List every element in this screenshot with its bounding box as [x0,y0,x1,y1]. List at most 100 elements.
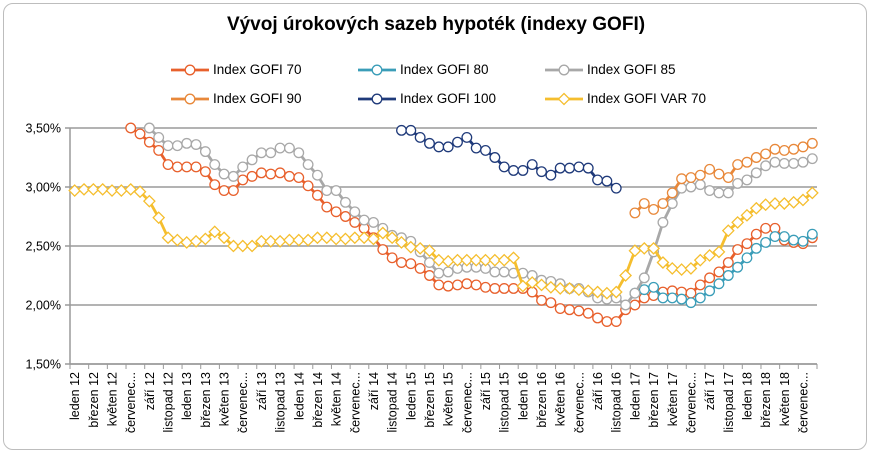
data-point [293,172,305,184]
x-tick-label: listopad 15 [498,372,512,433]
data-point [760,222,772,234]
legend-label: Index GOFI 85 [587,62,676,77]
data-point [676,173,688,185]
data-point [386,252,398,264]
data-point [806,228,818,240]
data-point [760,148,772,160]
data-point [536,166,547,178]
data-point [301,233,315,247]
data-point [358,214,370,226]
data-point [302,159,314,171]
data-point [610,182,622,194]
legend-marker-circle-icon [358,93,396,104]
data-point [629,299,641,311]
data-point [414,262,426,274]
legend-marker [558,64,570,75]
x-tick-label: březen 18 [759,372,773,428]
x-tick-label: březen 12 [87,372,101,428]
series-index-gofi-90 [629,137,818,219]
x-tick-label: leden 16 [516,372,530,420]
legend-label: Index GOFI 100 [400,91,497,106]
data-point [797,141,809,153]
data-point [442,266,454,278]
data-point [396,257,407,268]
data-point [237,161,249,173]
data-point [329,232,343,246]
data-point [133,185,147,199]
x-tick-label: leden 15 [404,372,418,420]
data-point [330,206,342,218]
data-point [181,161,193,173]
legend-label: Index GOFI 80 [400,62,489,77]
data-point [189,234,203,248]
x-tick-label: červenec... [572,372,586,433]
data-point [470,279,482,291]
data-point [620,299,632,311]
data-point [254,234,268,248]
legend-item-gofi-85: Index GOFI 85 [544,62,676,77]
data-point [638,284,650,296]
data-point [152,211,166,225]
data-point [497,253,511,267]
data-point [321,185,333,196]
data-point [666,198,678,209]
data-point [498,266,510,278]
data-point [694,292,706,304]
data-point [86,182,100,196]
data-point [424,137,435,149]
series-index-gofi-100 [396,124,622,194]
data-point [778,157,790,169]
data-point [442,141,454,153]
data-point [283,170,295,182]
data-point [601,316,613,327]
x-tick-label: březen 14 [311,372,325,428]
data-point [638,198,650,209]
data-point [461,278,473,290]
data-point [581,284,595,298]
data-point [227,185,239,196]
data-point [647,241,661,255]
legend-label: Index GOFI 70 [213,62,302,77]
chart-frame [3,3,867,450]
data-point [153,131,165,143]
x-tick-label: září 14 [367,372,381,410]
x-tick-label: květen 14 [330,372,344,426]
legend-marker-circle-icon [358,64,396,75]
data-point [722,187,734,199]
data-point [480,281,491,293]
data-point [713,187,725,199]
data-point [629,207,641,219]
data-point [143,122,155,134]
x-tick-label: březen 13 [199,372,213,428]
data-point [610,316,622,327]
data-point [685,297,697,309]
data-point [190,139,202,150]
data-point [218,168,230,180]
data-point [498,161,510,173]
data-point [787,195,801,209]
data-point [749,201,763,215]
data-point [181,137,193,149]
x-tick-label: září 13 [255,372,269,410]
data-point [741,156,753,168]
data-point [573,161,585,173]
data-point [722,270,734,281]
data-point [442,280,454,292]
data-point [498,283,510,294]
data-point [721,224,735,238]
legend-item-gofi-90: Index GOFI 90 [170,91,302,106]
data-point [685,181,697,193]
data-point [665,262,679,275]
data-point [330,185,342,196]
data-point [385,231,399,245]
x-tick-label: listopad 13 [274,372,288,433]
x-tick-label: září 15 [479,372,493,410]
data-point [731,215,745,229]
data-point [713,168,725,180]
x-tick-label: květen 12 [106,372,120,426]
x-tick-label: červenec... [460,372,474,433]
data-point [732,159,744,171]
data-point [722,257,734,268]
x-tick-label: květen 15 [442,372,456,426]
